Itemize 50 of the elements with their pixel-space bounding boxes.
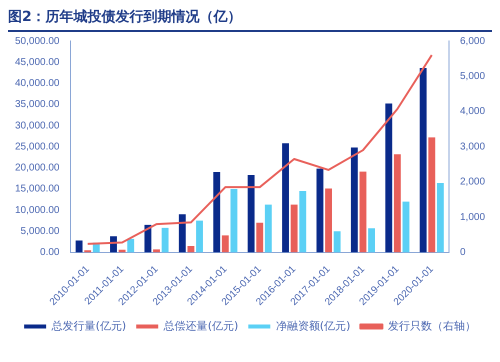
y-tick-label: 35,000.00 <box>14 99 60 110</box>
y-tick-label: 0.00 <box>40 247 60 258</box>
y2-tick-label: 4,000 <box>460 106 486 118</box>
y2-tick-label: 6,000 <box>460 36 486 47</box>
bar <box>76 240 83 252</box>
bar <box>248 174 255 252</box>
bar <box>299 191 306 252</box>
legend-label: 发行只数（右轴） <box>388 319 476 332</box>
bar <box>282 143 289 252</box>
y-tick-label: 45,000.00 <box>14 56 60 68</box>
bar <box>213 172 220 252</box>
y2-tick-label: 0 <box>460 247 466 258</box>
legend-label: 总偿还量(亿元) <box>162 319 238 332</box>
y-tick-label: 50,000.00 <box>14 36 60 47</box>
bar <box>394 154 401 252</box>
y2-tick-label: 1,000 <box>460 212 486 223</box>
bar <box>222 235 229 252</box>
bar <box>325 188 332 252</box>
bar <box>230 188 238 252</box>
bar <box>368 228 375 252</box>
bar <box>402 202 410 252</box>
bar <box>196 220 203 252</box>
bar <box>162 228 169 252</box>
bar <box>316 168 324 252</box>
bar <box>187 246 194 252</box>
bar <box>178 214 186 252</box>
bar <box>334 231 341 252</box>
y2-tick-label: 3,000 <box>460 141 486 152</box>
bar <box>264 204 272 252</box>
y2-tick-label: 5,000 <box>460 70 486 82</box>
y-tick-label: 40,000.00 <box>14 78 60 90</box>
y-tick-label: 25,000.00 <box>14 141 60 152</box>
bar <box>420 68 427 252</box>
bar <box>350 148 358 252</box>
legend-label: 净融资额(亿元) <box>276 319 350 332</box>
bar <box>144 224 152 252</box>
y-tick-label: 15,000.00 <box>14 184 60 195</box>
bar <box>256 222 264 252</box>
y-tick-label: 5,000.00 <box>20 226 60 237</box>
y2-tick-label: 2,000 <box>460 176 486 188</box>
y-tick-label: 10,000.00 <box>14 204 60 216</box>
bar <box>428 137 436 252</box>
y-tick-label: 30,000.00 <box>14 120 60 132</box>
legend-label: 总发行量(亿元) <box>50 319 126 332</box>
bar <box>385 104 392 252</box>
y-tick-label: 20,000.00 <box>14 162 60 174</box>
bar <box>360 172 366 252</box>
chart-title: 图2：历年城投债发行到期情况（亿） <box>8 8 492 32</box>
bar <box>290 204 298 252</box>
bar <box>436 183 444 252</box>
